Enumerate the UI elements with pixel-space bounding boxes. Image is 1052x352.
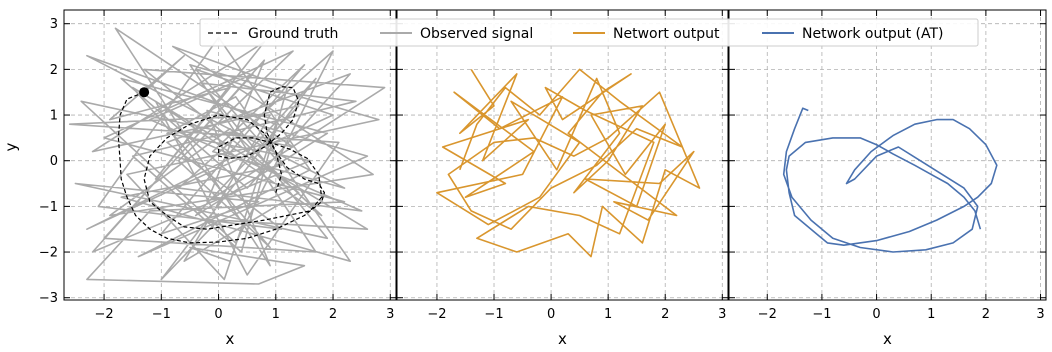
x-tick-label-1-0: 0 bbox=[547, 307, 555, 322]
y-tick-label-3: 3 bbox=[50, 17, 58, 32]
x-tick-label-2-2: 2 bbox=[982, 307, 990, 322]
series-network-output-at bbox=[782, 107, 998, 253]
y-axis-label: y bbox=[2, 142, 20, 151]
legend-label-network-output-at: Network output (AT) bbox=[802, 26, 944, 42]
x-tick-label-1--1: −1 bbox=[484, 307, 503, 322]
legend: Ground truth Observed signal Networt out… bbox=[199, 18, 979, 47]
legend-label-observed-signal: Observed signal bbox=[420, 26, 533, 42]
legend-label-network-output: Networt output bbox=[613, 26, 720, 42]
x-tick-label-1--2: −2 bbox=[427, 307, 446, 322]
x-tick-label-2--2: −2 bbox=[758, 307, 777, 322]
y-tick-label--3: −3 bbox=[39, 291, 58, 306]
y-tick-label-1: 1 bbox=[50, 109, 58, 124]
x-tick-label-2--1: −1 bbox=[812, 307, 831, 322]
panel-frame-3 bbox=[728, 9, 1047, 301]
x-tick-label-2-1: 1 bbox=[927, 307, 935, 322]
panel-3: −2 −1 0 1 2 3 x bbox=[728, 9, 1047, 348]
x-tick-label-0-0: 0 bbox=[214, 307, 222, 322]
y-tick-label--2: −2 bbox=[39, 246, 58, 261]
y-tick-label--1: −1 bbox=[39, 200, 58, 215]
panels: −2 −1 0 1 2 3 −3 −2 −1 0 1 2 3 x y −2 −1 0 1 2 3 x −2 −1 0 1 2 3 x bbox=[2, 9, 1047, 348]
panel-frame-2 bbox=[396, 9, 729, 301]
x-tick-label-0-3: 3 bbox=[386, 307, 394, 322]
legend-label-ground-truth: Ground truth bbox=[248, 26, 338, 42]
x-tick-label-0-1: 1 bbox=[272, 307, 280, 322]
y-tick-label-0: 0 bbox=[50, 154, 58, 169]
x-tick-label-0-2: 2 bbox=[329, 307, 337, 322]
x-tick-label-1-1: 1 bbox=[604, 307, 612, 322]
x-tick-label-2-3: 3 bbox=[1036, 307, 1044, 322]
x-tick-label-0--2: −2 bbox=[94, 307, 113, 322]
y-tick-label-2: 2 bbox=[50, 63, 58, 78]
x-axis-label-2: x bbox=[558, 330, 567, 348]
x-axis-label-1: x bbox=[226, 330, 235, 348]
start-marker bbox=[139, 87, 150, 98]
panel-1: −2 −1 0 1 2 3 −3 −2 −1 0 1 2 3 x y bbox=[2, 9, 397, 348]
x-tick-label-2-0: 0 bbox=[872, 307, 880, 322]
x-tick-label-1-2: 2 bbox=[661, 307, 669, 322]
series-ground-truth bbox=[117, 86, 325, 244]
x-tick-label-1-3: 3 bbox=[718, 307, 726, 322]
x-axis-label-3: x bbox=[883, 330, 892, 348]
series-observed-signal bbox=[68, 27, 386, 285]
x-tick-label-0--1: −1 bbox=[152, 307, 171, 322]
series-networt-output bbox=[436, 68, 701, 258]
panel-2: −2 −1 0 1 2 3 x bbox=[396, 9, 729, 348]
panel-frame-1 bbox=[63, 9, 397, 301]
